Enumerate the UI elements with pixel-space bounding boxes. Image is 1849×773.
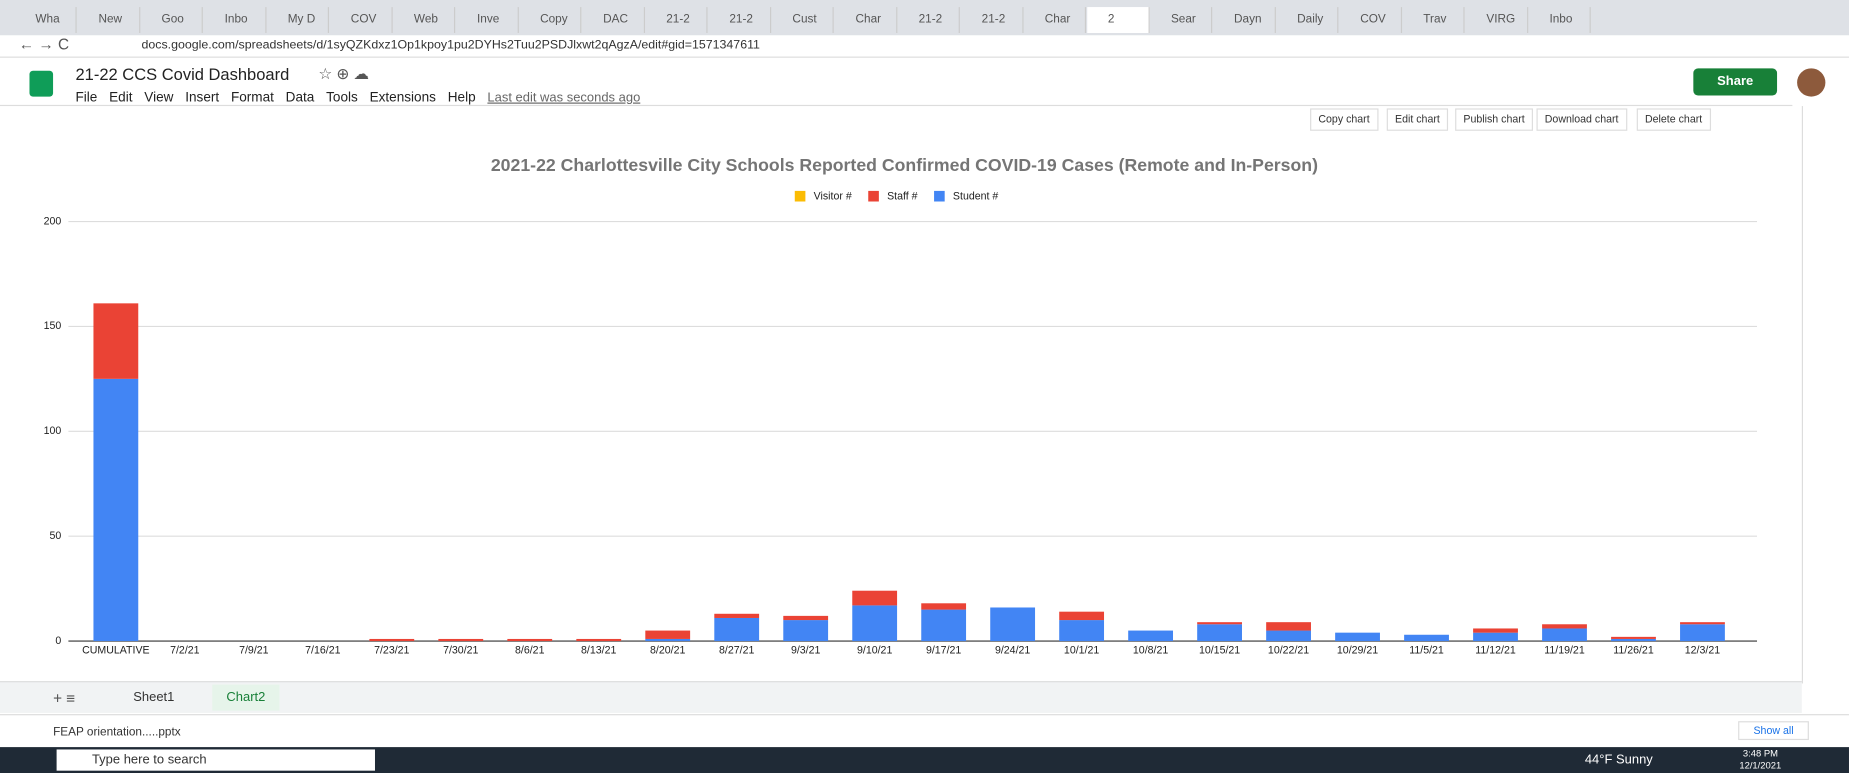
page: WhaNewGooInboMy DCOVWebInveCopyDAC21-221… bbox=[0, 0, 1849, 773]
y-tick-label: 50 bbox=[50, 530, 62, 542]
side-panel bbox=[1802, 106, 1849, 683]
bar-segment bbox=[1197, 624, 1242, 641]
y-tick-label: 200 bbox=[44, 215, 62, 227]
add-sheet[interactable]: + ≡ bbox=[53, 689, 75, 707]
taskbar: Type here to search 44°F Sunny 3:48 PM 1… bbox=[0, 747, 1849, 773]
x-tick-label: 12/3/21 bbox=[1685, 644, 1720, 656]
x-tick-label: 9/24/21 bbox=[995, 644, 1030, 656]
bar-segment bbox=[1473, 633, 1518, 641]
legend-swatch bbox=[934, 191, 945, 202]
x-tick-label: 8/13/21 bbox=[581, 644, 616, 656]
x-tick-label: 7/23/21 bbox=[374, 644, 409, 656]
x-tick-label: 8/27/21 bbox=[719, 644, 754, 656]
bar-segment bbox=[1059, 620, 1104, 641]
bar-segment bbox=[783, 616, 828, 620]
show-all[interactable]: Show all bbox=[1738, 721, 1809, 740]
weather[interactable]: 44°F Sunny bbox=[1585, 753, 1653, 767]
sheet-tab-bar: + ≡ Sheet1 Chart2 bbox=[0, 681, 1802, 713]
legend-swatch bbox=[795, 191, 806, 202]
bar-segment bbox=[1335, 633, 1380, 641]
bar-segment bbox=[645, 631, 690, 639]
bar-segment bbox=[93, 303, 138, 379]
bar-segment bbox=[1611, 637, 1656, 639]
bar-segment bbox=[852, 591, 897, 606]
x-tick-label: 11/12/21 bbox=[1475, 644, 1516, 656]
x-tick-label: 10/15/21 bbox=[1199, 644, 1240, 656]
legend-label: Staff # bbox=[887, 191, 918, 203]
screen: WhaNewGooInboMy DCOVWebInveCopyDAC21-221… bbox=[0, 0, 1849, 773]
bar-segment bbox=[1266, 631, 1311, 641]
x-tick-label: 11/19/21 bbox=[1544, 644, 1585, 656]
chart: 2021-22 Charlottesville City Schools Rep… bbox=[0, 0, 1792, 683]
x-tick-label: 7/30/21 bbox=[443, 644, 478, 656]
x-tick-label: 10/8/21 bbox=[1133, 644, 1168, 656]
x-tick-label: CUMULATIVE bbox=[82, 644, 150, 656]
x-tick-label: 7/2/21 bbox=[170, 644, 200, 656]
chart-title: 2021-22 Charlottesville City Schools Rep… bbox=[491, 155, 1318, 175]
bar-segment bbox=[714, 618, 759, 641]
legend-label: Visitor # bbox=[814, 191, 852, 203]
download-bar: FEAP orientation.....pptx Show all bbox=[0, 714, 1849, 748]
bar-segment bbox=[438, 639, 483, 641]
x-tick-label: 10/22/21 bbox=[1268, 644, 1309, 656]
legend-swatch bbox=[868, 191, 879, 202]
bar-segment bbox=[576, 639, 621, 641]
bar-segment bbox=[1680, 624, 1725, 641]
x-tick-label: 11/26/21 bbox=[1613, 644, 1654, 656]
x-tick-label: 7/16/21 bbox=[305, 644, 340, 656]
bar-segment bbox=[990, 607, 1035, 641]
sheet-tab[interactable]: Sheet1 bbox=[133, 691, 174, 705]
x-tick-label: 8/6/21 bbox=[515, 644, 545, 656]
x-tick-label: 10/1/21 bbox=[1064, 644, 1099, 656]
x-tick-label: 10/29/21 bbox=[1337, 644, 1378, 656]
bar-segment bbox=[714, 614, 759, 618]
x-tick-label: 9/10/21 bbox=[857, 644, 892, 656]
bar-segment bbox=[1266, 622, 1311, 630]
bar-segment bbox=[852, 605, 897, 641]
search-box[interactable]: Type here to search bbox=[57, 749, 375, 770]
bar-segment bbox=[645, 639, 690, 641]
clock-date[interactable]: 12/1/2021 bbox=[1739, 760, 1781, 771]
x-tick-label: 9/17/21 bbox=[926, 644, 961, 656]
bar-segment bbox=[921, 610, 966, 641]
x-tick-label: 9/3/21 bbox=[791, 644, 821, 656]
bar-segment bbox=[1404, 635, 1449, 641]
bar-segment bbox=[1059, 612, 1104, 620]
bar-segment bbox=[1542, 624, 1587, 628]
bar-segment bbox=[783, 620, 828, 641]
bar-segment bbox=[369, 639, 414, 641]
x-tick-label: 7/9/21 bbox=[239, 644, 269, 656]
bar-segment bbox=[1680, 622, 1725, 624]
x-tick-label: 11/5/21 bbox=[1409, 644, 1444, 656]
bar-segment bbox=[507, 639, 552, 641]
download-file[interactable]: FEAP orientation.....pptx bbox=[53, 726, 181, 739]
bar-segment bbox=[1542, 628, 1587, 641]
sheet-tab-active[interactable]: Chart2 bbox=[212, 685, 279, 711]
bar-segment bbox=[1473, 628, 1518, 632]
bar-segment bbox=[921, 603, 966, 609]
bar-segment bbox=[1197, 622, 1242, 624]
avatar[interactable] bbox=[1797, 68, 1825, 96]
clock-time[interactable]: 3:48 PM bbox=[1743, 748, 1778, 759]
y-tick-label: 0 bbox=[55, 635, 61, 647]
bar-segment bbox=[1128, 631, 1173, 641]
bar-segment bbox=[93, 379, 138, 641]
bar-segment bbox=[1611, 639, 1656, 641]
y-tick-label: 150 bbox=[44, 320, 62, 332]
x-tick-label: 8/20/21 bbox=[650, 644, 685, 656]
y-tick-label: 100 bbox=[44, 425, 62, 437]
legend-label: Student # bbox=[953, 191, 998, 203]
